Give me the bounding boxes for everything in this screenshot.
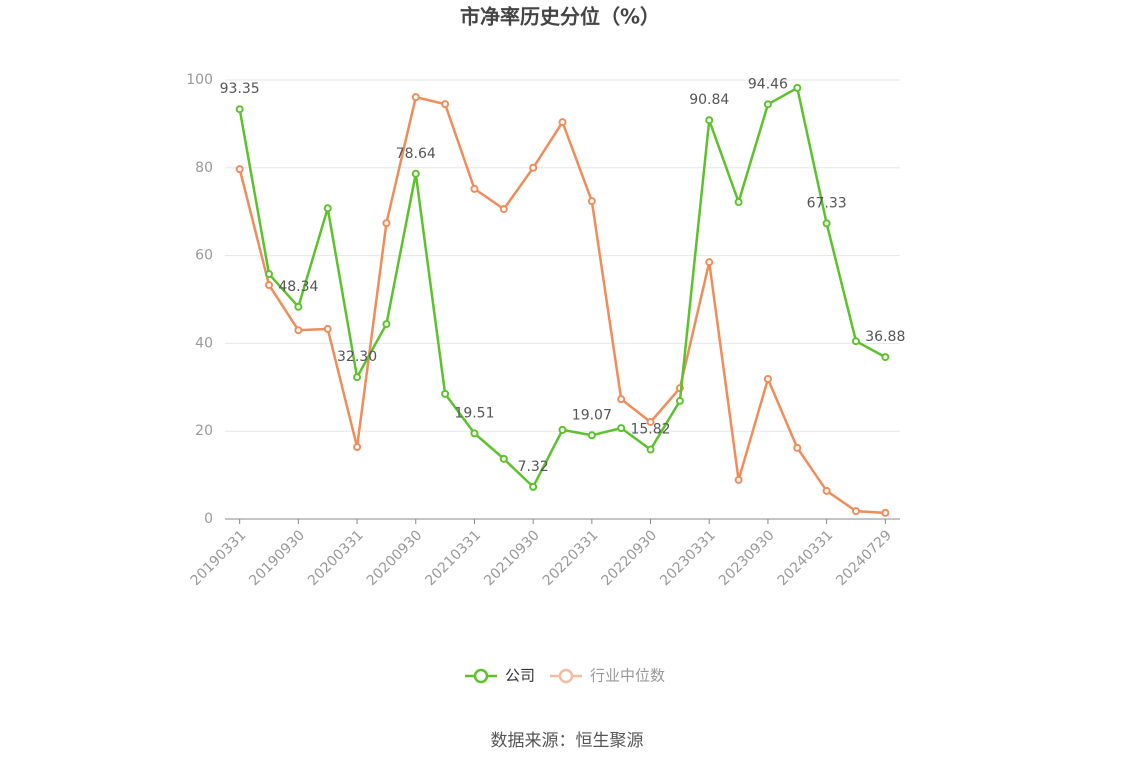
point bbox=[793, 83, 802, 92]
point bbox=[411, 169, 420, 178]
value-label: 90.84 bbox=[689, 92, 729, 108]
point bbox=[441, 100, 450, 109]
value-label: 78.64 bbox=[396, 146, 436, 162]
x-tick-label: 20210331 bbox=[422, 527, 484, 589]
chart-title: 市净率历史分位（%） bbox=[460, 5, 660, 29]
point bbox=[529, 163, 538, 172]
point bbox=[470, 184, 479, 193]
point bbox=[587, 431, 596, 440]
point bbox=[646, 445, 655, 454]
point bbox=[822, 486, 831, 495]
value-label: 67.33 bbox=[807, 195, 847, 211]
x-tick-label: 20190930 bbox=[246, 527, 308, 589]
point bbox=[353, 373, 362, 382]
point bbox=[235, 165, 244, 174]
source: 数据来源：恒生聚源 bbox=[491, 731, 644, 751]
legend-marker bbox=[473, 668, 489, 684]
y-tick-label: 20 bbox=[195, 423, 213, 439]
point bbox=[499, 454, 508, 463]
point bbox=[558, 425, 567, 434]
point bbox=[382, 219, 391, 228]
y-tick-label: 0 bbox=[204, 511, 213, 527]
value-label: 94.46 bbox=[748, 76, 788, 92]
value-label: 7.32 bbox=[518, 459, 549, 475]
x-tick-label: 20240729 bbox=[833, 527, 895, 589]
point bbox=[294, 326, 303, 335]
legend-label: 行业中位数 bbox=[590, 667, 665, 685]
point bbox=[411, 93, 420, 102]
point bbox=[734, 198, 743, 207]
point bbox=[499, 205, 508, 214]
point bbox=[881, 508, 890, 517]
series-line bbox=[238, 95, 886, 515]
point bbox=[705, 258, 714, 267]
value-label: 19.51 bbox=[454, 405, 494, 421]
x-tick-label: 20220331 bbox=[540, 527, 602, 589]
point bbox=[470, 429, 479, 438]
point bbox=[675, 396, 684, 405]
point bbox=[881, 353, 890, 362]
x-tick-label: 20230331 bbox=[657, 527, 719, 589]
point bbox=[763, 100, 772, 109]
point bbox=[763, 374, 772, 383]
x-tick-label: 20200331 bbox=[305, 527, 367, 589]
point bbox=[353, 443, 362, 452]
legend-marker bbox=[558, 668, 574, 684]
point bbox=[705, 116, 714, 125]
y-tick-label: 100 bbox=[186, 72, 213, 88]
point bbox=[441, 389, 450, 398]
y-tick-label: 60 bbox=[195, 248, 213, 264]
x-tick-label: 20220930 bbox=[598, 527, 660, 589]
value-label: 32.30 bbox=[337, 349, 377, 365]
point bbox=[294, 302, 303, 311]
y-tick-label: 40 bbox=[195, 335, 213, 351]
x-tick-label: 20230930 bbox=[716, 527, 778, 589]
legend-label: 公司 bbox=[505, 667, 535, 685]
value-label: 93.35 bbox=[220, 81, 260, 97]
point bbox=[323, 324, 332, 333]
point bbox=[617, 424, 626, 433]
point bbox=[734, 475, 743, 484]
point bbox=[558, 118, 567, 127]
point bbox=[851, 337, 860, 346]
point bbox=[265, 270, 274, 279]
point bbox=[323, 204, 332, 213]
x-tick-label: 20240331 bbox=[775, 527, 837, 589]
value-label: 48.34 bbox=[278, 279, 318, 295]
point bbox=[822, 219, 831, 228]
point bbox=[851, 507, 860, 516]
point bbox=[235, 105, 244, 114]
point bbox=[793, 443, 802, 452]
x-tick-label: 20200930 bbox=[364, 527, 426, 589]
point bbox=[617, 395, 626, 404]
y-tick-label: 80 bbox=[195, 160, 213, 176]
value-label: 19.07 bbox=[572, 407, 612, 423]
point bbox=[382, 320, 391, 329]
value-label: 36.88 bbox=[865, 329, 905, 345]
x-tick-label: 20210930 bbox=[481, 527, 543, 589]
x-tick-label: 20190331 bbox=[188, 527, 250, 589]
value-label: 15.82 bbox=[630, 422, 670, 438]
point bbox=[265, 281, 274, 290]
point bbox=[646, 417, 655, 426]
point bbox=[529, 482, 538, 491]
point bbox=[587, 197, 596, 206]
